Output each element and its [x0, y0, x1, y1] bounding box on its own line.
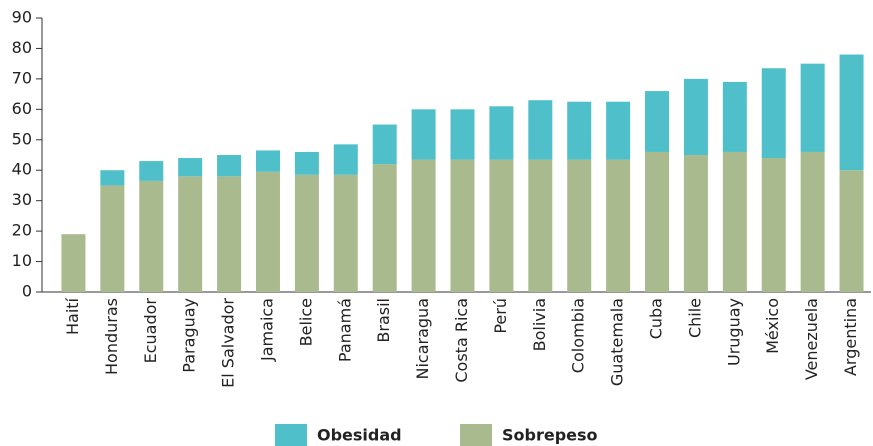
- bar-segment: [450, 159, 475, 292]
- bar-segment: [683, 155, 708, 292]
- x-tick-label: Paraguay: [180, 298, 199, 373]
- x-tick-label: Nicaragua: [413, 298, 432, 380]
- x-tick-label: Panamá: [335, 298, 354, 362]
- bar-segment: [761, 158, 786, 292]
- bar-segment: [255, 171, 280, 292]
- bar-segment: [333, 144, 358, 175]
- bar-segment: [567, 159, 592, 292]
- x-tick-label: Haití: [63, 297, 82, 335]
- legend-swatch: [460, 424, 492, 446]
- bar-segment: [528, 100, 553, 160]
- x-tick-label: El Salvador: [219, 298, 238, 388]
- x-tick-label: Brasil: [374, 298, 393, 343]
- bar-segment: [411, 159, 436, 292]
- bar-segment: [489, 159, 514, 292]
- x-tick-label: Ecuador: [141, 298, 160, 364]
- bar-segment: [255, 150, 280, 172]
- x-tick-label: Jamaica: [257, 298, 276, 362]
- bar-segment: [839, 54, 864, 171]
- bar-segment: [489, 106, 514, 160]
- bar-segment: [372, 124, 397, 165]
- y-tick-label: 70: [12, 68, 32, 87]
- y-tick-label: 50: [12, 129, 32, 148]
- x-tick-label: Guatemala: [608, 298, 627, 386]
- y-tick-label: 10: [12, 251, 32, 270]
- x-tick-label: Venezuela: [802, 298, 821, 380]
- bar-segment: [178, 158, 203, 177]
- bar-segment: [683, 78, 708, 155]
- y-tick-label: 40: [12, 160, 32, 179]
- bar-segment: [645, 91, 670, 152]
- x-tick-label: Cuba: [647, 298, 666, 339]
- bar-segment: [645, 151, 670, 292]
- bar-segment: [800, 63, 825, 152]
- x-tick-label: Chile: [685, 298, 704, 338]
- x-tick-label: Belice: [296, 298, 315, 346]
- y-tick-label: 80: [12, 38, 32, 57]
- y-tick-label: 90: [12, 8, 32, 27]
- bar-segment: [606, 101, 631, 160]
- bar-segment: [450, 109, 475, 160]
- bar-segment: [100, 185, 125, 292]
- bar-segment: [411, 109, 436, 160]
- x-tick-label: Colombia: [569, 298, 588, 373]
- x-tick-label: Bolivia: [530, 298, 549, 351]
- y-tick-label: 0: [22, 282, 32, 301]
- bar-segment: [139, 180, 164, 292]
- legend-label: Sobrepeso: [502, 426, 598, 445]
- y-tick-label: 20: [12, 221, 32, 240]
- x-tick-label: Honduras: [102, 298, 121, 375]
- legend-swatch: [275, 424, 307, 446]
- bar-segment: [722, 81, 747, 152]
- x-tick-label: Uruguay: [724, 298, 743, 366]
- x-tick-label: México: [763, 298, 782, 354]
- x-tick-label: Costa Rica: [452, 298, 471, 383]
- bar-segment: [139, 161, 164, 181]
- bar-segment: [567, 101, 592, 160]
- bar-segment: [294, 174, 319, 292]
- bar-segment: [61, 234, 86, 292]
- bar-segment: [606, 159, 631, 292]
- bar-segment: [528, 159, 553, 292]
- bar-segment: [217, 176, 242, 292]
- legend-label: Obesidad: [317, 426, 402, 445]
- bar-segment: [100, 170, 125, 186]
- y-tick-label: 30: [12, 190, 32, 209]
- bar-segment: [217, 155, 242, 177]
- x-tick-label: Argentina: [841, 298, 860, 376]
- bar-segment: [839, 170, 864, 292]
- bar-segment: [722, 151, 747, 292]
- bar-segment: [800, 151, 825, 292]
- bar-segment: [294, 151, 319, 175]
- bar-segment: [372, 164, 397, 292]
- x-tick-label: Perú: [491, 298, 510, 334]
- y-tick-label: 60: [12, 99, 32, 118]
- bar-segment: [178, 176, 203, 292]
- bar-segment: [333, 174, 358, 292]
- bar-segment: [761, 68, 786, 159]
